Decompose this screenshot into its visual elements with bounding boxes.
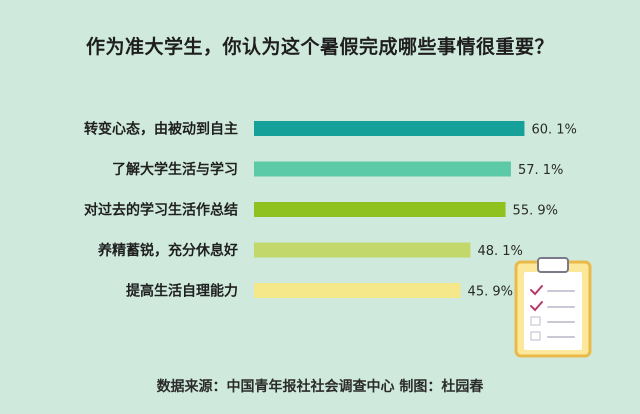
value-label: 48. 1% (477, 244, 522, 259)
bar (254, 283, 461, 298)
value-label: 55. 9% (513, 204, 558, 219)
source-footer: 数据来源：中国青年报社社会调查中心 制图：杜园春 (156, 379, 484, 395)
bar (254, 242, 471, 258)
bar (254, 121, 525, 136)
category-label: 了解大学生活与学习 (112, 161, 238, 178)
value-label: 60. 1% (531, 123, 576, 138)
value-label: 45. 9% (468, 285, 513, 300)
chart-title: 作为准大学生，你认为这个暑假完成哪些事情很重要？ (85, 36, 554, 58)
category-label: 转变心态，由被动到自主 (84, 121, 238, 138)
clipboard-checklist-icon (514, 257, 592, 358)
bars-layer: 转变心态，由被动到自主 60. 1% 了解大学生活与学习 57. 1% 对过去的学习生活… (84, 121, 577, 300)
bar (254, 161, 511, 177)
bar (254, 202, 506, 217)
category-label: 提高生活自理能力 (126, 283, 238, 300)
category-label: 养精蓄锐，充分休息好 (97, 242, 238, 259)
value-label: 57. 1% (518, 163, 563, 178)
category-label: 对过去的学习生活作总结 (84, 202, 238, 219)
